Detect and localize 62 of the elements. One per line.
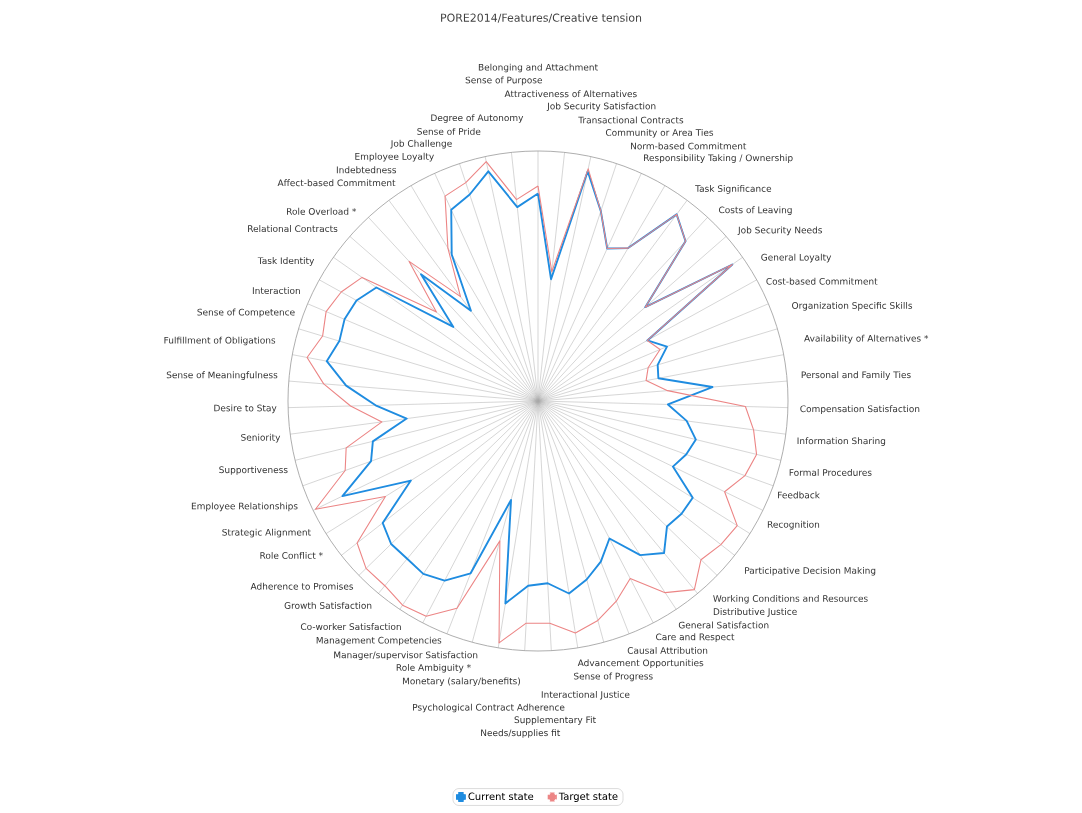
spoke-label: Participative Decision Making — [745, 566, 876, 576]
spoke-label: Organization Specific Skills — [792, 301, 913, 311]
spoke-label: Affect-based Commitment — [277, 179, 396, 187]
spoke-label: Recognition — [767, 520, 820, 530]
spoke-label: Attractiveness of Alternatives — [504, 90, 637, 98]
spoke-label: Compensation Satisfaction — [800, 405, 920, 414]
spoke-label: Sense of Purpose — [465, 76, 543, 86]
spoke-label: Task Significance — [695, 185, 772, 194]
legend-label: Target state — [558, 792, 618, 802]
spoke-label: Indebtedness — [336, 166, 397, 174]
spoke-label: Employee Relationships — [191, 502, 298, 512]
spoke-label: Availability of Alternatives * — [804, 334, 929, 344]
spoke-label: Role Overload * — [287, 207, 357, 215]
spoke-label: Sense of Progress — [574, 672, 653, 682]
spoke-label: Strategic Alignment — [222, 528, 311, 538]
spoke-label: Transactional Contracts — [578, 116, 684, 124]
spoke-label: General Satisfaction — [678, 621, 769, 629]
spoke-label: Psychological Contract Adherence — [413, 703, 565, 713]
spoke-label: General Loyalty — [761, 253, 832, 263]
spoke-label: Sense of Meaningfulness — [166, 371, 278, 381]
spoke-label: Personal and Family Ties — [801, 371, 911, 380]
spoke-label: Adherence to Promises — [250, 582, 354, 590]
spoke-label: Desire to Stay — [214, 404, 277, 414]
spoke-label: Needs/supplies fit — [481, 729, 561, 738]
spoke-label: Job Challenge — [390, 139, 452, 149]
spoke-label: Role Ambiguity * — [396, 663, 471, 673]
legend-label: Current state — [468, 792, 534, 801]
spoke-label: Management Competencies — [316, 636, 442, 646]
spoke-label: Supplementary Fit — [514, 716, 596, 725]
spoke-label: Growth Satisfaction — [284, 601, 372, 609]
spoke-label: Co-worker Satisfaction — [300, 623, 401, 631]
spoke-label: Responsibility Taking / Ownership — [644, 154, 793, 163]
spoke-label: Advancement Opportunities — [577, 659, 704, 668]
spoke-label: Role Conflict * — [260, 551, 323, 559]
spoke-label: Norm-based Commitment — [631, 142, 747, 150]
spoke-label: Sense of Pride — [417, 127, 481, 135]
spoke-label: Employee Loyalty — [355, 152, 434, 162]
spoke-label: Community or Area Ties — [605, 128, 714, 138]
spoke-label: Job Security Satisfaction — [546, 102, 656, 112]
spoke-label: Cost-based Commitment — [766, 277, 878, 285]
spoke-label: Fulfillment of Obligations — [164, 336, 276, 346]
spoke-label: Relational Contracts — [248, 225, 338, 233]
spoke-label: Interaction — [252, 287, 300, 295]
spoke-label: Working Conditions and Resources — [713, 594, 868, 604]
spoke-label: Interactional Justice — [541, 690, 630, 700]
spoke-label: Supportiveness — [219, 466, 288, 475]
spoke-label: Manager/supervisor Satisfaction — [334, 651, 478, 660]
spoke-label: Distributive Justice — [713, 608, 797, 617]
spoke-label: Seniority — [241, 433, 281, 443]
spoke-label: Information Sharing — [797, 437, 886, 446]
spoke-label: Care and Respect — [656, 633, 735, 642]
spoke-label: Causal Attribution — [627, 646, 708, 654]
spoke-label: Task Identity — [257, 257, 315, 266]
spoke-label: Degree of Autonomy — [431, 114, 524, 123]
spoke-label: Monetary (salary/benefits) — [402, 677, 521, 687]
spoke-label: Job Security Needs — [737, 226, 823, 236]
spoke-label: Feedback — [778, 491, 820, 499]
spoke-label: Formal Procedures — [789, 468, 872, 476]
spoke-label: Costs of Leaving — [719, 206, 792, 216]
chart-title: PORE2014/Features/Creative tension — [441, 13, 642, 23]
spoke-label: Sense of Competence — [197, 308, 295, 318]
spoke-label: Belonging and Attachment — [478, 63, 598, 73]
